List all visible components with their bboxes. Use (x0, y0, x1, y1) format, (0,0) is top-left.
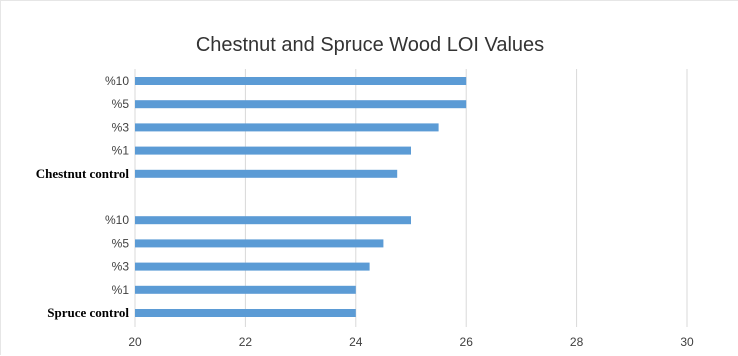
bar (135, 123, 439, 132)
x-tick-label: 28 (570, 335, 584, 349)
bar (135, 239, 384, 248)
x-tick-label: 24 (349, 335, 363, 349)
bar (135, 262, 370, 271)
bar (135, 146, 411, 155)
category-labels: %10 %5 %3 %1 Chestnut control %10 %5 %3 %1 Spruce… (36, 74, 130, 320)
category-label: %5 (112, 236, 130, 250)
category-label: %3 (112, 120, 130, 134)
category-label: %10 (105, 74, 129, 88)
x-tick-labels: 20 22 24 26 28 30 (128, 335, 694, 349)
bar (135, 100, 467, 109)
bar (135, 216, 411, 225)
bar (135, 77, 467, 85)
chart-title: Chestnut and Spruce Wood LOI Values (196, 34, 544, 56)
bars (135, 77, 467, 317)
category-label: %10 (105, 213, 129, 227)
x-tick-label: 30 (680, 335, 694, 349)
category-label: %1 (112, 144, 130, 158)
x-tick-label: 20 (128, 335, 142, 349)
gridlines (134, 69, 688, 327)
category-label: Spruce control (47, 305, 129, 320)
category-label: %3 (112, 260, 130, 274)
x-tick-label: 26 (460, 335, 474, 349)
category-label: Chestnut control (36, 166, 130, 181)
bar (135, 309, 356, 317)
category-label: %1 (112, 283, 130, 297)
bar (135, 285, 356, 294)
x-tick-label: 22 (239, 335, 253, 349)
category-label: %5 (112, 97, 130, 111)
bar (135, 169, 398, 178)
